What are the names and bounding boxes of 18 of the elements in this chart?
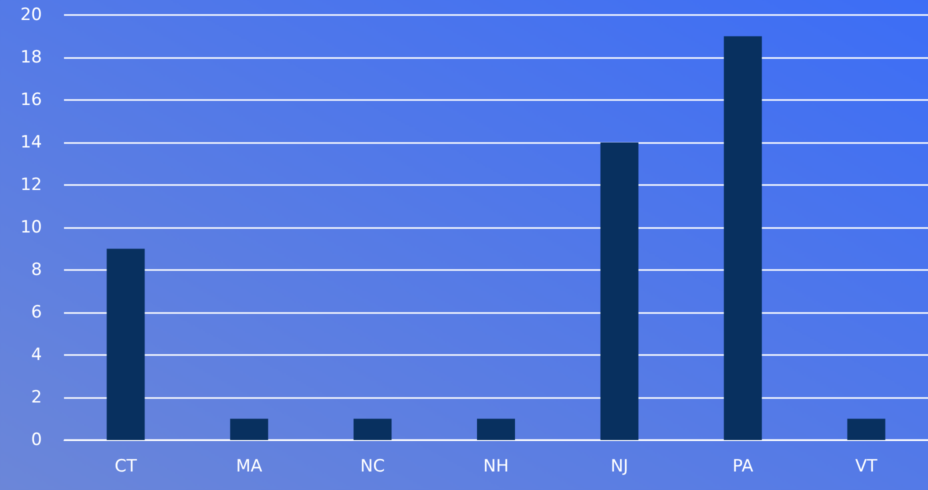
y-tick-label: 0 <box>31 430 42 450</box>
y-tick-label: 12 <box>20 175 42 195</box>
x-tick-label: NJ <box>610 456 628 476</box>
y-tick-label: 16 <box>20 90 42 110</box>
y-tick-label: 14 <box>20 132 42 152</box>
y-tick-label: 6 <box>31 302 42 322</box>
x-tick-label: VT <box>855 456 878 476</box>
y-tick-label: 20 <box>20 5 42 25</box>
x-tick-label: NH <box>483 456 509 476</box>
y-tick-label: 2 <box>31 388 42 408</box>
y-tick-label: 4 <box>31 345 42 365</box>
x-tick-label: CT <box>114 456 138 476</box>
x-tick-label: NC <box>360 456 385 476</box>
x-tick-label: MA <box>236 456 263 476</box>
x-tick-label: PA <box>732 456 754 476</box>
y-tick-label: 18 <box>20 48 42 68</box>
y-tick-label: 8 <box>31 260 42 280</box>
y-tick-label: 10 <box>20 218 42 238</box>
